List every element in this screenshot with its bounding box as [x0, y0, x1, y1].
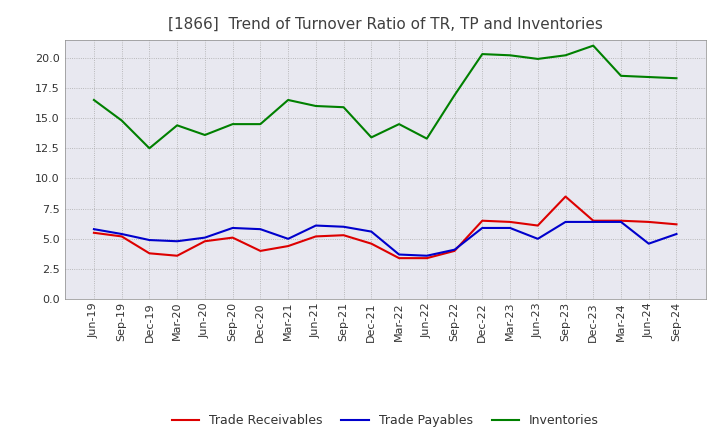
Trade Receivables: [534, 223, 542, 228]
Trade Receivables: [672, 222, 681, 227]
Trade Receivables: [339, 233, 348, 238]
Trade Payables: [312, 223, 320, 228]
Trade Payables: [616, 219, 625, 224]
Trade Receivables: [505, 219, 514, 224]
Trade Payables: [644, 241, 653, 246]
Inventories: [616, 73, 625, 78]
Trade Payables: [284, 236, 292, 242]
Trade Payables: [256, 227, 265, 232]
Inventories: [339, 105, 348, 110]
Trade Receivables: [395, 256, 403, 261]
Inventories: [117, 118, 126, 123]
Inventories: [367, 135, 376, 140]
Trade Receivables: [201, 238, 210, 244]
Trade Receivables: [145, 251, 154, 256]
Trade Payables: [117, 231, 126, 237]
Line: Inventories: Inventories: [94, 46, 677, 148]
Inventories: [201, 132, 210, 138]
Inventories: [256, 121, 265, 127]
Trade Payables: [395, 252, 403, 257]
Trade Payables: [339, 224, 348, 229]
Trade Payables: [561, 219, 570, 224]
Title: [1866]  Trend of Turnover Ratio of TR, TP and Inventories: [1866] Trend of Turnover Ratio of TR, TP…: [168, 16, 603, 32]
Inventories: [644, 74, 653, 80]
Trade Receivables: [616, 218, 625, 224]
Trade Payables: [478, 225, 487, 231]
Line: Trade Receivables: Trade Receivables: [94, 197, 677, 258]
Trade Receivables: [312, 234, 320, 239]
Inventories: [173, 123, 181, 128]
Trade Payables: [145, 238, 154, 243]
Inventories: [589, 43, 598, 48]
Trade Receivables: [117, 234, 126, 239]
Trade Receivables: [284, 243, 292, 249]
Trade Payables: [367, 229, 376, 234]
Trade Receivables: [89, 230, 98, 235]
Trade Payables: [201, 235, 210, 240]
Trade Payables: [589, 219, 598, 224]
Legend: Trade Receivables, Trade Payables, Inventories: Trade Receivables, Trade Payables, Inven…: [171, 414, 599, 428]
Trade Payables: [505, 225, 514, 231]
Trade Receivables: [478, 218, 487, 224]
Inventories: [478, 51, 487, 57]
Trade Payables: [450, 247, 459, 252]
Inventories: [145, 146, 154, 151]
Inventories: [312, 103, 320, 109]
Trade Receivables: [367, 241, 376, 246]
Trade Receivables: [561, 194, 570, 199]
Trade Payables: [423, 253, 431, 258]
Trade Payables: [173, 238, 181, 244]
Trade Payables: [672, 231, 681, 237]
Inventories: [505, 53, 514, 58]
Trade Receivables: [589, 218, 598, 224]
Inventories: [423, 136, 431, 141]
Trade Receivables: [256, 248, 265, 253]
Trade Payables: [534, 236, 542, 242]
Inventories: [89, 97, 98, 103]
Trade Receivables: [644, 219, 653, 224]
Trade Payables: [228, 225, 237, 231]
Inventories: [672, 76, 681, 81]
Inventories: [228, 121, 237, 127]
Inventories: [284, 97, 292, 103]
Line: Trade Payables: Trade Payables: [94, 222, 677, 256]
Inventories: [395, 121, 403, 127]
Trade Receivables: [423, 256, 431, 261]
Inventories: [561, 53, 570, 58]
Trade Receivables: [450, 248, 459, 253]
Trade Payables: [89, 227, 98, 232]
Inventories: [450, 92, 459, 98]
Trade Receivables: [173, 253, 181, 258]
Trade Receivables: [228, 235, 237, 240]
Inventories: [534, 56, 542, 62]
